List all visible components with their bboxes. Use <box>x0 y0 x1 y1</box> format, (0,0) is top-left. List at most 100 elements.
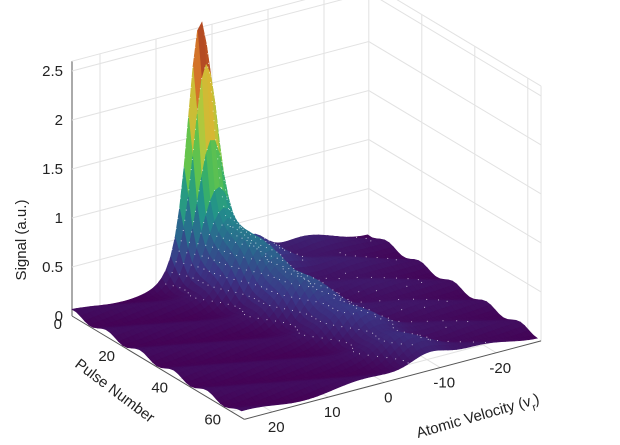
contour-point <box>182 177 184 179</box>
contour-point <box>253 271 255 273</box>
contour-point <box>207 257 209 259</box>
contour-point <box>217 158 219 160</box>
contour-point <box>420 337 422 339</box>
contour-point <box>220 151 222 153</box>
contour-point <box>312 286 314 288</box>
contour-point <box>240 226 242 228</box>
contour-point <box>216 235 218 237</box>
contour-point <box>201 255 203 257</box>
contour-point <box>340 298 342 300</box>
contour-point <box>256 248 258 250</box>
contour-point <box>356 276 358 279</box>
surface-layer <box>71 21 538 412</box>
contour-point <box>265 241 267 243</box>
x-axis-line <box>244 340 542 420</box>
contour-point <box>178 207 180 209</box>
contour-point <box>275 244 277 246</box>
contour-point <box>214 103 216 105</box>
contour-point <box>438 299 440 301</box>
contour-point <box>265 255 267 257</box>
contour-point <box>341 296 343 298</box>
contour-point <box>223 205 225 207</box>
contour-point <box>194 210 197 212</box>
contour-point <box>282 257 284 259</box>
contour-point <box>268 243 270 245</box>
contour-point <box>411 333 413 335</box>
contour-point <box>291 283 293 285</box>
contour-point <box>191 231 193 233</box>
contour-point <box>260 238 262 240</box>
contour-point <box>338 340 340 342</box>
contour-point <box>267 274 269 276</box>
contour-point <box>212 246 214 248</box>
contour-point <box>290 265 292 267</box>
contour-point <box>190 87 192 89</box>
contour-point <box>229 226 231 228</box>
contour-point <box>219 275 221 277</box>
contour-point <box>381 315 383 317</box>
contour-point <box>215 139 217 141</box>
contour-point <box>291 309 293 312</box>
contour-point <box>212 223 214 225</box>
contour-point <box>208 234 210 236</box>
contour-point <box>269 304 271 306</box>
contour-point <box>250 234 252 236</box>
contour-point <box>208 72 211 74</box>
contour-point <box>416 334 418 336</box>
contour-point <box>197 108 199 110</box>
contour-point <box>187 117 189 119</box>
contour-point <box>225 183 227 185</box>
contour-point <box>194 253 196 255</box>
contour-point <box>413 298 415 300</box>
contour-point <box>238 267 240 269</box>
contour-point <box>383 277 385 279</box>
contour-point <box>208 270 210 272</box>
contour-point <box>347 298 349 300</box>
contour-point <box>249 245 251 247</box>
contour-point <box>358 353 361 355</box>
contour-point <box>294 326 296 328</box>
contour-point <box>291 296 293 298</box>
contour-point <box>225 215 227 217</box>
contour-point <box>344 272 347 274</box>
contour-point <box>352 304 354 306</box>
z-gridline <box>71 139 542 244</box>
contour-point <box>275 320 277 322</box>
contour-point <box>279 247 281 249</box>
contour-point <box>242 293 244 295</box>
contour-point <box>165 283 167 285</box>
contour-point <box>297 275 299 277</box>
contour-point <box>401 309 403 311</box>
contour-point <box>236 254 238 257</box>
contour-point <box>209 81 212 83</box>
contour-point <box>205 43 208 45</box>
contour-point <box>196 200 198 202</box>
contour-point <box>254 236 257 238</box>
contour-point <box>388 319 390 322</box>
contour-point <box>467 321 469 323</box>
contour-point <box>239 225 241 228</box>
contour-point <box>175 228 177 230</box>
contour-point <box>191 76 193 79</box>
contour-point <box>242 228 244 230</box>
contour-point <box>185 147 187 149</box>
contour-point <box>290 251 292 253</box>
contour-point <box>189 295 192 297</box>
contour-point <box>207 284 209 286</box>
contour-point <box>426 298 428 300</box>
contour-point <box>209 200 211 202</box>
contour-point <box>276 257 278 259</box>
contour-point <box>201 78 203 80</box>
contour-point <box>216 122 218 124</box>
contour-point <box>407 362 409 364</box>
contour-point <box>243 256 245 258</box>
contour-point <box>197 266 199 268</box>
contour-point <box>282 268 284 270</box>
contour-point <box>375 290 377 292</box>
contour-point <box>230 233 233 235</box>
contour-point <box>220 288 222 290</box>
contour-point <box>259 259 261 261</box>
contour-point <box>426 336 428 338</box>
contour-point <box>300 275 302 277</box>
contour-point <box>337 310 339 312</box>
